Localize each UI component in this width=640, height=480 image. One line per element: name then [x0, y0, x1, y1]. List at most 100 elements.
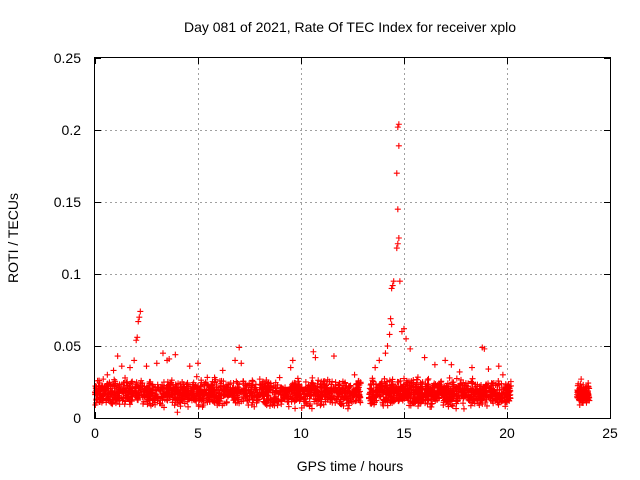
data-point [444, 380, 451, 387]
data-point [450, 390, 457, 397]
data-point [336, 384, 343, 391]
data-point [478, 381, 485, 388]
data-point [429, 400, 436, 407]
data-point [227, 390, 234, 397]
data-point [250, 393, 257, 400]
data-point [170, 386, 177, 393]
data-point [430, 396, 437, 403]
data-point [274, 381, 281, 388]
data-point [353, 394, 360, 401]
data-point [396, 278, 403, 285]
data-point [356, 381, 363, 388]
data-point [397, 390, 404, 397]
data-point [186, 363, 193, 370]
data-point [246, 392, 253, 399]
data-point [124, 395, 131, 402]
data-point [366, 391, 373, 398]
data-point [284, 386, 291, 393]
data-point [578, 376, 585, 383]
x-tick-label: 10 [293, 425, 309, 441]
data-point [574, 387, 581, 394]
data-point [141, 385, 148, 392]
data-point [309, 379, 316, 386]
data-point [96, 389, 103, 396]
data-point [138, 377, 145, 384]
data-point [294, 375, 301, 382]
data-point [233, 378, 240, 385]
data-point [118, 363, 125, 370]
data-point [383, 385, 390, 392]
data-point [369, 375, 376, 382]
data-point [446, 374, 453, 381]
data-point [259, 385, 266, 392]
data-point [395, 121, 402, 128]
data-point [329, 378, 336, 385]
data-point [394, 378, 401, 385]
data-point [248, 401, 255, 408]
data-point [292, 405, 299, 412]
data-point [456, 395, 463, 402]
data-point [403, 335, 410, 342]
data-point [499, 371, 506, 378]
data-point [399, 387, 406, 394]
data-point [485, 366, 492, 373]
data-point [309, 381, 316, 388]
data-point [174, 409, 181, 416]
data-point [169, 399, 176, 406]
data-point [98, 393, 105, 400]
data-point [202, 389, 209, 396]
data-point [356, 389, 363, 396]
data-point [579, 393, 586, 400]
data-point [468, 378, 475, 385]
data-point [204, 374, 211, 381]
data-point [400, 381, 407, 388]
data-point [144, 386, 151, 393]
data-point [313, 400, 320, 407]
data-point [403, 392, 410, 399]
data-point [280, 385, 287, 392]
data-point [394, 240, 401, 247]
data-point [152, 390, 159, 397]
data-point [507, 378, 514, 385]
data-point [232, 357, 239, 364]
data-point [124, 378, 131, 385]
data-point [305, 382, 312, 389]
data-point [389, 385, 396, 392]
data-point [349, 387, 356, 394]
data-point [134, 334, 141, 341]
data-point [393, 245, 400, 252]
data-point [130, 390, 137, 397]
data-point [185, 403, 192, 410]
data-point [221, 388, 228, 395]
data-point [453, 385, 460, 392]
x-tick-label: 0 [91, 425, 99, 441]
data-point [317, 402, 324, 409]
x-tick-label: 5 [194, 425, 202, 441]
data-point [249, 378, 256, 385]
data-point [479, 400, 486, 407]
data-point [137, 308, 144, 315]
data-point [489, 397, 496, 404]
data-point [428, 392, 435, 399]
data-point [302, 378, 309, 385]
data-point [296, 392, 303, 399]
data-point [256, 376, 263, 383]
data-point [112, 378, 119, 385]
data-point [492, 396, 499, 403]
data-point [285, 403, 292, 410]
data-point [436, 394, 443, 401]
data-point [310, 348, 317, 355]
data-point [418, 390, 425, 397]
data-point [467, 402, 474, 409]
data-point [316, 394, 323, 401]
data-point [287, 364, 294, 371]
data-point [578, 396, 585, 403]
data-point [393, 170, 400, 177]
y-axis-title: ROTI / TECUs [5, 193, 21, 283]
data-point [114, 353, 121, 360]
data-point [325, 392, 332, 399]
data-point [372, 364, 379, 371]
data-point [322, 396, 329, 403]
data-point [340, 396, 347, 403]
data-point [406, 382, 413, 389]
